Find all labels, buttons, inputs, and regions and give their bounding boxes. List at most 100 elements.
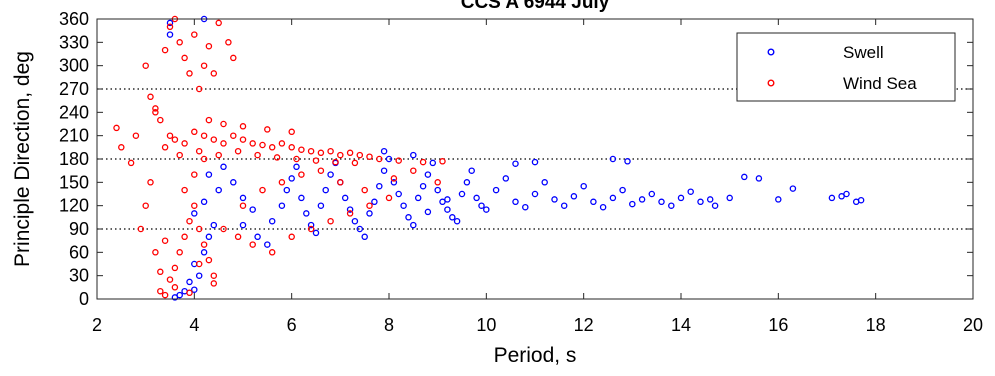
- data-point: [171, 284, 179, 291]
- data-point: [317, 149, 325, 157]
- data-point: [161, 144, 169, 151]
- data-point: [186, 70, 193, 77]
- x-axis-ticks: 2 4 6 8 10 12 14 16 18 20: [92, 19, 983, 335]
- data-point: [439, 158, 446, 165]
- data-point: [132, 132, 140, 139]
- y-tick-label: 300: [59, 56, 89, 76]
- data-point: [390, 175, 398, 182]
- legend-marker: [767, 79, 775, 87]
- data-point: [648, 190, 656, 198]
- data-point: [366, 202, 373, 209]
- data-point: [327, 147, 334, 155]
- data-point: [210, 70, 218, 77]
- data-point: [210, 272, 218, 279]
- data-point: [191, 202, 198, 209]
- data-point: [492, 186, 500, 194]
- data-point: [361, 233, 368, 241]
- data-point: [424, 171, 432, 178]
- data-point: [419, 158, 427, 166]
- data-point: [298, 171, 305, 178]
- data-point: [259, 186, 266, 194]
- data-point: [356, 225, 364, 233]
- data-point: [376, 182, 383, 190]
- data-point: [522, 203, 529, 211]
- data-point: [711, 202, 719, 209]
- data-point: [278, 202, 286, 209]
- data-point: [755, 175, 763, 182]
- data-point: [303, 210, 310, 217]
- data-point: [220, 163, 227, 171]
- data-point: [264, 241, 271, 248]
- data-point: [152, 249, 159, 256]
- data-point: [410, 221, 417, 229]
- y-axis-label: Principle Direction, deg: [11, 51, 34, 267]
- data-point: [775, 196, 782, 203]
- data-point: [857, 196, 865, 204]
- data-point: [838, 193, 845, 200]
- data-point: [327, 217, 334, 225]
- data-point: [137, 225, 145, 233]
- data-point: [346, 206, 354, 213]
- data-point: [147, 179, 154, 186]
- data-point: [687, 188, 694, 195]
- data-point: [419, 182, 427, 190]
- x-tick-label: 12: [574, 315, 594, 335]
- data-point: [200, 241, 208, 248]
- data-point: [288, 233, 295, 241]
- data-point: [220, 120, 227, 128]
- data-point: [551, 196, 558, 203]
- data-point: [512, 198, 519, 206]
- data-point: [268, 217, 276, 225]
- data-point: [697, 198, 704, 206]
- data-point: [366, 210, 373, 217]
- x-tick-label: 8: [384, 315, 394, 335]
- data-point: [395, 190, 402, 198]
- data-point: [166, 19, 174, 27]
- data-point: [337, 151, 344, 159]
- x-tick-label: 4: [189, 315, 199, 335]
- data-point: [195, 260, 203, 268]
- y-tick-label: 60: [69, 242, 89, 262]
- data-point: [444, 196, 451, 203]
- data-point: [429, 159, 437, 167]
- data-point: [337, 179, 344, 186]
- data-point: [205, 171, 213, 178]
- data-point: [619, 186, 626, 194]
- data-point: [200, 62, 208, 69]
- data-point: [385, 155, 393, 163]
- data-point: [176, 249, 183, 256]
- x-tick-label: 18: [866, 315, 886, 335]
- data-point: [288, 175, 295, 182]
- data-point: [468, 167, 475, 174]
- data-point: [307, 225, 315, 233]
- data-point: [298, 194, 305, 202]
- data-point: [186, 278, 193, 286]
- data-point: [273, 154, 281, 161]
- legend: Swell Wind Sea: [736, 32, 956, 102]
- data-point: [458, 190, 466, 198]
- data-point: [161, 237, 169, 244]
- y-tick-label: 90: [69, 219, 89, 239]
- data-point: [210, 221, 218, 229]
- data-point: [726, 194, 733, 202]
- data-point: [191, 286, 198, 293]
- data-point: [351, 159, 359, 167]
- data-point: [376, 155, 383, 163]
- data-point: [157, 116, 164, 124]
- y-tick-label: 0: [79, 289, 89, 309]
- data-point: [463, 179, 471, 186]
- data-point: [599, 203, 607, 211]
- series-wind-sea: [113, 15, 446, 299]
- data-point: [259, 141, 266, 149]
- x-axis-label: Period, s: [494, 344, 577, 367]
- data-point: [278, 179, 286, 186]
- data-point: [346, 210, 354, 217]
- data-point: [225, 39, 232, 46]
- data-point: [843, 190, 850, 198]
- data-point: [191, 171, 198, 178]
- data-point: [205, 42, 213, 50]
- data-point: [293, 155, 300, 163]
- data-point: [220, 140, 227, 147]
- data-point: [322, 186, 329, 194]
- data-point: [332, 158, 339, 166]
